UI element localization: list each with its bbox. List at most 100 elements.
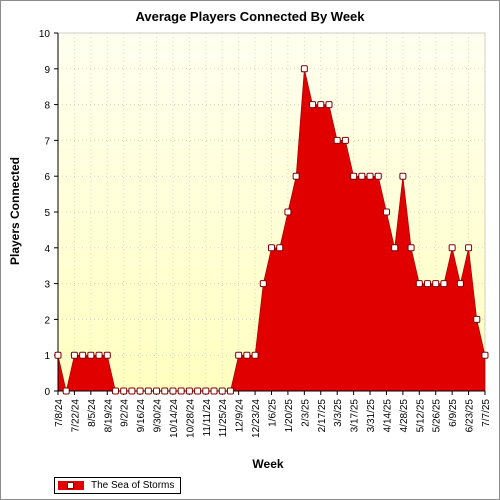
data-point: 8/26/24: 0	[111, 387, 119, 395]
x-tick-label: 8/19/24	[103, 399, 114, 433]
data-point: 1/6/25: 4	[268, 244, 275, 252]
data-point: 9/9/24: 0	[128, 387, 136, 395]
data-point: 6/9/25: 4	[448, 244, 456, 252]
y-tick-label: 8	[44, 101, 50, 112]
y-tick-label: 2	[44, 315, 50, 326]
data-point: 8/5/24: 1	[87, 351, 95, 359]
data-point: 2/17/25: 8	[317, 101, 325, 109]
data-point: 4/7/25: 6	[374, 172, 382, 180]
data-point: 5/12/25: 3	[415, 280, 423, 288]
data-point: 3/17/25: 6	[350, 172, 358, 180]
data-point: 7/8/24: 1	[54, 351, 62, 359]
data-point: 2/3/25: 9	[300, 65, 308, 73]
y-tick-label: 3	[44, 280, 50, 291]
data-point: 6/23/25: 4	[465, 244, 473, 252]
series-marker-layer: 7/8/24: 17/15/24: 07/22/24: 17/29/24: 18…	[54, 65, 489, 395]
x-tick-label: 3/31/25	[366, 399, 377, 433]
data-point: 3/31/25: 6	[366, 172, 374, 180]
data-point: 7/15/24: 0	[62, 387, 70, 395]
x-tick-label: 7/22/24	[70, 399, 81, 433]
legend-label: The Sea of Storms	[91, 480, 175, 491]
chart-title: Average Players Connected By Week	[135, 9, 365, 24]
x-tick-label: 4/28/25	[399, 399, 410, 433]
x-tick-label: 10/28/24	[185, 399, 196, 438]
data-point: 12/16/24: 1	[243, 351, 251, 359]
y-tick-label: 0	[44, 387, 50, 398]
x-tick-label: 11/25/24	[218, 399, 229, 438]
x-tick-label: 12/23/24	[251, 399, 262, 438]
data-point: 9/23/24: 0	[144, 387, 152, 395]
x-tick-label: 3/17/25	[350, 399, 361, 433]
data-point: 8/12/24: 1	[95, 351, 103, 359]
y-tick-label: 5	[44, 208, 50, 219]
data-point: 6/16/25: 3	[456, 280, 464, 288]
x-tick-label: 2/3/25	[300, 399, 311, 427]
data-point: 11/11/24: 0	[202, 387, 210, 395]
data-point: 2/24/25: 8	[325, 101, 333, 109]
data-point: 5/26/25: 3	[432, 280, 440, 288]
y-axis-label: Players Connected	[8, 156, 22, 266]
y-tick-label: 4	[44, 244, 50, 255]
data-point: 4/28/25: 6	[399, 172, 407, 180]
x-tick-label: 8/5/24	[87, 399, 98, 427]
y-tick-label: 9	[44, 65, 50, 76]
x-tick-label: 2/17/25	[317, 399, 328, 433]
y-tick-label: 7	[44, 136, 50, 147]
data-point: 9/30/24: 0	[153, 387, 161, 395]
legend: The Sea of Storms	[54, 477, 182, 494]
data-point: 10/7/24: 0	[161, 387, 169, 395]
y-tick-label: 1	[44, 351, 50, 362]
data-point: 3/10/25: 7	[341, 136, 349, 144]
data-point: 6/2/25: 3	[440, 280, 448, 288]
data-point: 12/9/24: 1	[235, 351, 243, 359]
data-point: 11/25/24: 0	[218, 387, 226, 395]
x-tick-label: 11/11/24	[202, 399, 213, 437]
x-tick-label: 1/20/25	[284, 399, 295, 433]
data-point: 3/24/25: 6	[358, 172, 366, 180]
data-point: 10/28/24: 0	[185, 387, 193, 395]
data-point: 11/18/24: 0	[210, 387, 218, 395]
x-tick-label: 3/3/25	[333, 399, 344, 427]
data-point: 10/14/24: 0	[169, 387, 177, 395]
data-point: 11/4/24: 0	[194, 387, 202, 395]
data-point: 10/21/24: 0	[177, 387, 185, 395]
x-tick-label: 6/23/25	[465, 399, 476, 433]
data-point: 12/2/24: 0	[226, 387, 234, 395]
x-tick-label: 9/16/24	[136, 399, 147, 433]
data-point: 12/30/24: 3	[259, 280, 267, 288]
data-point: 7/7/25: 1	[481, 351, 489, 359]
data-point: 1/27/25: 6	[292, 172, 300, 180]
y-tick-label: 6	[44, 172, 50, 183]
data-point: 6/30/25: 2	[473, 315, 481, 323]
y-tick-labels: 0 1 2 3 4 5 6 7 8 9 10	[39, 29, 51, 398]
data-point: 9/16/24: 0	[136, 387, 144, 395]
data-point: 1/13/25: 4	[276, 244, 284, 252]
x-tick-label: 6/9/25	[448, 399, 459, 427]
x-tick-label: 7/8/24	[54, 399, 65, 427]
data-point: 5/19/25: 3	[424, 280, 432, 288]
data-point: 1/20/25: 5	[284, 208, 292, 216]
data-point: 7/22/24: 1	[70, 351, 78, 359]
x-tick-label: 12/9/24	[235, 399, 246, 433]
data-point: 2/10/25: 8	[309, 101, 317, 109]
x-axis-label: Week	[252, 457, 284, 471]
data-point: 4/14/25: 5	[382, 208, 390, 216]
y-tick-label: 10	[39, 29, 51, 40]
x-tick-label: 7/7/25	[481, 399, 492, 427]
x-tick-label: 5/26/25	[432, 399, 443, 433]
x-tick-label: 9/30/24	[153, 399, 164, 433]
x-tick-labels: 7/8/24 7/22/24 8/5/24 8/19/24 9/2/24 9/16/24 9…	[54, 399, 492, 438]
legend-swatch	[57, 480, 85, 492]
data-point: 12/23/24: 1	[251, 351, 259, 359]
data-point: 5/5/25: 4	[407, 244, 415, 252]
x-tick-label: 5/12/25	[415, 399, 426, 433]
x-tick-label: 10/14/24	[169, 399, 180, 438]
data-point: 4/21/25: 4	[391, 244, 399, 252]
x-tick-label: 9/2/24	[120, 399, 131, 427]
x-tick-label: 1/6/25	[268, 399, 279, 427]
data-point: 3/3/25: 7	[333, 136, 341, 144]
data-point: 8/19/24: 1	[103, 351, 111, 359]
data-point: 9/2/24: 0	[120, 387, 128, 395]
data-point: 7/29/24: 1	[79, 351, 87, 359]
